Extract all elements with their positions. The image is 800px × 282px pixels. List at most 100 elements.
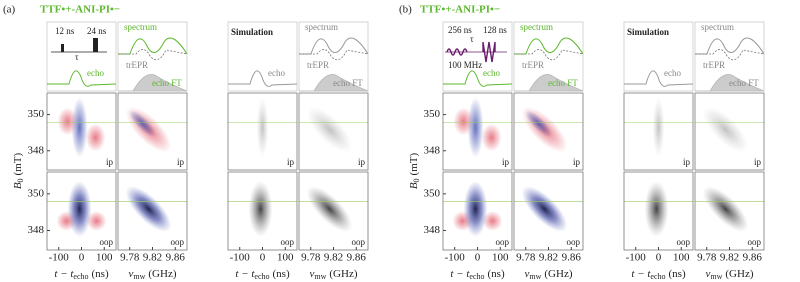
row-label: oop bbox=[171, 237, 185, 247]
echo-ft-label: echo FT bbox=[152, 78, 182, 88]
pulse-label: 24 ns bbox=[87, 26, 107, 36]
frame bbox=[46, 92, 117, 171]
y-tick-label: 348 bbox=[424, 224, 441, 236]
lobe bbox=[86, 211, 107, 231]
axis-symbol: ν bbox=[129, 268, 134, 280]
x-tick-label: 9.78 bbox=[301, 252, 321, 264]
heatmap bbox=[453, 97, 502, 158]
top-frame bbox=[623, 21, 694, 92]
axis-unit: (mT) bbox=[408, 152, 420, 175]
trepr bbox=[118, 49, 188, 61]
lobe bbox=[525, 110, 552, 137]
x-tick-label: 9.86 bbox=[166, 252, 186, 264]
axis-subscript: 0 bbox=[16, 178, 25, 182]
heatmap bbox=[306, 106, 353, 153]
spectrum-label: spectrum bbox=[701, 22, 734, 32]
heatmap bbox=[125, 186, 172, 232]
axis-unit: (ns) bbox=[488, 268, 505, 280]
trepr-label: trEPR bbox=[307, 60, 329, 70]
trepr bbox=[299, 49, 369, 61]
echo-label: echo bbox=[483, 68, 500, 78]
row-label: ip bbox=[106, 157, 114, 167]
frame bbox=[694, 92, 765, 171]
x-tick-label: 0 bbox=[260, 252, 266, 264]
axis-symbol: t − t bbox=[54, 268, 74, 280]
axis-unit: (mT) bbox=[12, 152, 24, 175]
axis-unit: (ns) bbox=[669, 268, 686, 280]
x-tick-label: 9.78 bbox=[120, 252, 140, 264]
spectrum bbox=[299, 37, 369, 55]
lobe bbox=[482, 211, 503, 231]
heatmap bbox=[256, 97, 269, 158]
trepr-label: trEPR bbox=[703, 60, 725, 70]
frame bbox=[513, 92, 584, 171]
axis-label: νmw (GHz) bbox=[525, 268, 573, 281]
echo-ft-label: echo FT bbox=[729, 78, 759, 88]
trepr bbox=[695, 49, 765, 61]
pulse-label: τ bbox=[470, 34, 474, 44]
axis-subscript: echo bbox=[650, 272, 665, 281]
x-tick-label: 100 bbox=[673, 252, 690, 264]
axis-label: νmw (GHz) bbox=[129, 268, 177, 281]
heatmap bbox=[56, 181, 107, 237]
x-tick-label: -100 bbox=[445, 252, 466, 264]
echo-trace bbox=[624, 70, 694, 87]
axis-subscript: mw bbox=[710, 272, 722, 281]
row-label: oop bbox=[352, 237, 366, 247]
axis-unit: (ns) bbox=[92, 268, 109, 280]
row-label: oop bbox=[281, 237, 295, 247]
row-label: ip bbox=[502, 157, 510, 167]
pulse-label: 12 ns bbox=[55, 26, 75, 36]
x-tick-label: -100 bbox=[230, 252, 251, 264]
lobe bbox=[481, 123, 502, 152]
axis-label: t − techo (ns) bbox=[54, 268, 109, 281]
row-label: oop bbox=[567, 237, 581, 247]
row-label: oop bbox=[677, 237, 691, 247]
axis-label: νmw (GHz) bbox=[310, 268, 358, 281]
spectrum-label: spectrum bbox=[124, 22, 157, 32]
axis-unit: (GHz) bbox=[329, 268, 357, 280]
spectrum-label: spectrum bbox=[305, 22, 338, 32]
lobe bbox=[644, 181, 669, 237]
x-tick-label: 100 bbox=[277, 252, 294, 264]
chirp-pulse bbox=[446, 41, 496, 63]
echo-ft-label: echo FT bbox=[548, 78, 578, 88]
heatmap bbox=[644, 181, 669, 237]
heatmap bbox=[57, 97, 106, 158]
lobe bbox=[521, 186, 568, 232]
simulation-title: Simulation bbox=[627, 27, 669, 37]
top-frame bbox=[442, 21, 513, 92]
spectrum bbox=[514, 37, 584, 55]
lobe bbox=[702, 186, 749, 232]
x-tick-label: 100 bbox=[492, 252, 509, 264]
pulse-label: 256 ns bbox=[448, 25, 472, 35]
axis-subscript: mw bbox=[314, 272, 326, 281]
lobe bbox=[702, 106, 749, 153]
axis-unit: (GHz) bbox=[544, 268, 572, 280]
frame bbox=[298, 92, 369, 171]
y-tick-label: 348 bbox=[28, 224, 45, 236]
axis-subscript: echo bbox=[469, 272, 484, 281]
axis-symbol: t − t bbox=[631, 268, 651, 280]
x-tick-label: 9.86 bbox=[562, 252, 582, 264]
heatmap bbox=[521, 106, 568, 153]
panel-label: (b) bbox=[399, 4, 412, 16]
axis-symbol: ν bbox=[525, 268, 530, 280]
y-tick-label: 348 bbox=[28, 144, 45, 156]
echo-label: echo bbox=[268, 68, 285, 78]
heatmap bbox=[306, 186, 353, 232]
lobe bbox=[652, 97, 665, 158]
lobe bbox=[467, 97, 484, 158]
echo-trace bbox=[443, 70, 513, 87]
lobe bbox=[129, 110, 156, 137]
lobe bbox=[248, 181, 273, 237]
echo-ft-label: echo FT bbox=[333, 78, 363, 88]
y-tick-label: 350 bbox=[424, 108, 441, 120]
echo-label: echo bbox=[87, 68, 104, 78]
axis-symbol: B bbox=[12, 182, 24, 189]
x-tick-label: -100 bbox=[626, 252, 647, 264]
axis-subscript: mw bbox=[133, 272, 145, 281]
trepr-label: trEPR bbox=[522, 60, 544, 70]
axis-label: B0 (mT) bbox=[12, 152, 25, 189]
